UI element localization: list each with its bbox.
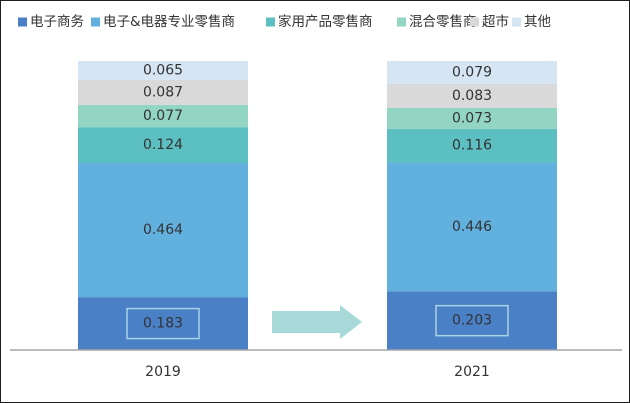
x-axis: 2019 2021: [10, 349, 622, 380]
data-label-2019-series-3: 0.077: [143, 108, 183, 124]
data-labels: 0.183 0.464 0.124 0.077 0.087 0.065 0.203 0.446…: [126, 62, 509, 340]
bars: [78, 61, 557, 350]
highlight-box-2019: [126, 307, 200, 340]
bar-segment-2019-series-2: [78, 127, 248, 164]
legend-marker-3: [397, 17, 406, 27]
highlight-box-2021: [435, 304, 509, 337]
legend-label-2: 家用产品零售商: [278, 13, 373, 30]
data-label-2021-series-5: 0.079: [452, 64, 492, 80]
legend-marker-4: [470, 17, 479, 27]
bar-segment-2021-series-1: [387, 162, 557, 292]
bar-segment-2019-series-0: [78, 297, 248, 350]
legend-label-1: 电子&电器专业零售商: [103, 14, 235, 30]
legend-label-0: 电子商务: [30, 14, 84, 30]
bar-segment-2021-series-4: [387, 83, 557, 108]
legend-label-5: 其他: [524, 14, 551, 30]
data-label-2021-series-1: 0.446: [452, 219, 492, 235]
legend-marker-0: [18, 17, 27, 27]
legend-label-3: 混合零售商: [409, 14, 477, 30]
legend: 电子商务 电子&电器专业零售商 家用产品零售商 混合零售商 超市 其他: [18, 13, 551, 30]
bar-segment-2021-series-2: [387, 128, 557, 163]
data-label-2019-series-0: 0.183: [143, 316, 183, 332]
data-label-2021-series-2: 0.116: [452, 138, 492, 154]
legend-item-2: 家用产品零售商: [266, 13, 373, 30]
x-tick-label-2019: 2019: [145, 364, 181, 380]
bar-segment-2019-series-3: [78, 104, 248, 128]
legend-item-4: 超市: [470, 13, 509, 30]
legend-label-4: 超市: [482, 13, 509, 30]
legend-marker-2: [266, 17, 275, 27]
data-label-2019-series-1: 0.464: [143, 222, 183, 238]
legend-marker-5: [512, 17, 521, 27]
bar-segment-2021-series-3: [387, 107, 557, 129]
data-label-2019-series-5: 0.065: [143, 62, 183, 78]
bar-segment-2021-series-0: [387, 291, 557, 350]
legend-item-1: 电子&电器专业零售商: [91, 14, 235, 30]
bar-segment-2021-series-5: [387, 61, 557, 84]
legend-item-5: 其他: [512, 14, 551, 30]
data-label-2021-series-4: 0.083: [452, 88, 492, 104]
x-tick-label-2021: 2021: [454, 364, 490, 380]
bar-segment-2019-series-4: [78, 79, 248, 105]
bar-segment-2019-series-5: [78, 61, 248, 80]
data-label-2019-series-4: 0.087: [143, 84, 183, 100]
legend-item-0: 电子商务: [18, 14, 84, 30]
legend-item-3: 混合零售商: [397, 14, 477, 30]
legend-marker-1: [91, 17, 100, 27]
bar-segment-2019-series-1: [78, 163, 248, 298]
data-label-2021-series-0: 0.203: [452, 313, 492, 329]
data-label-2021-series-3: 0.073: [452, 110, 492, 126]
change-arrow-icon: [272, 305, 362, 339]
data-label-2019-series-2: 0.124: [143, 137, 183, 153]
